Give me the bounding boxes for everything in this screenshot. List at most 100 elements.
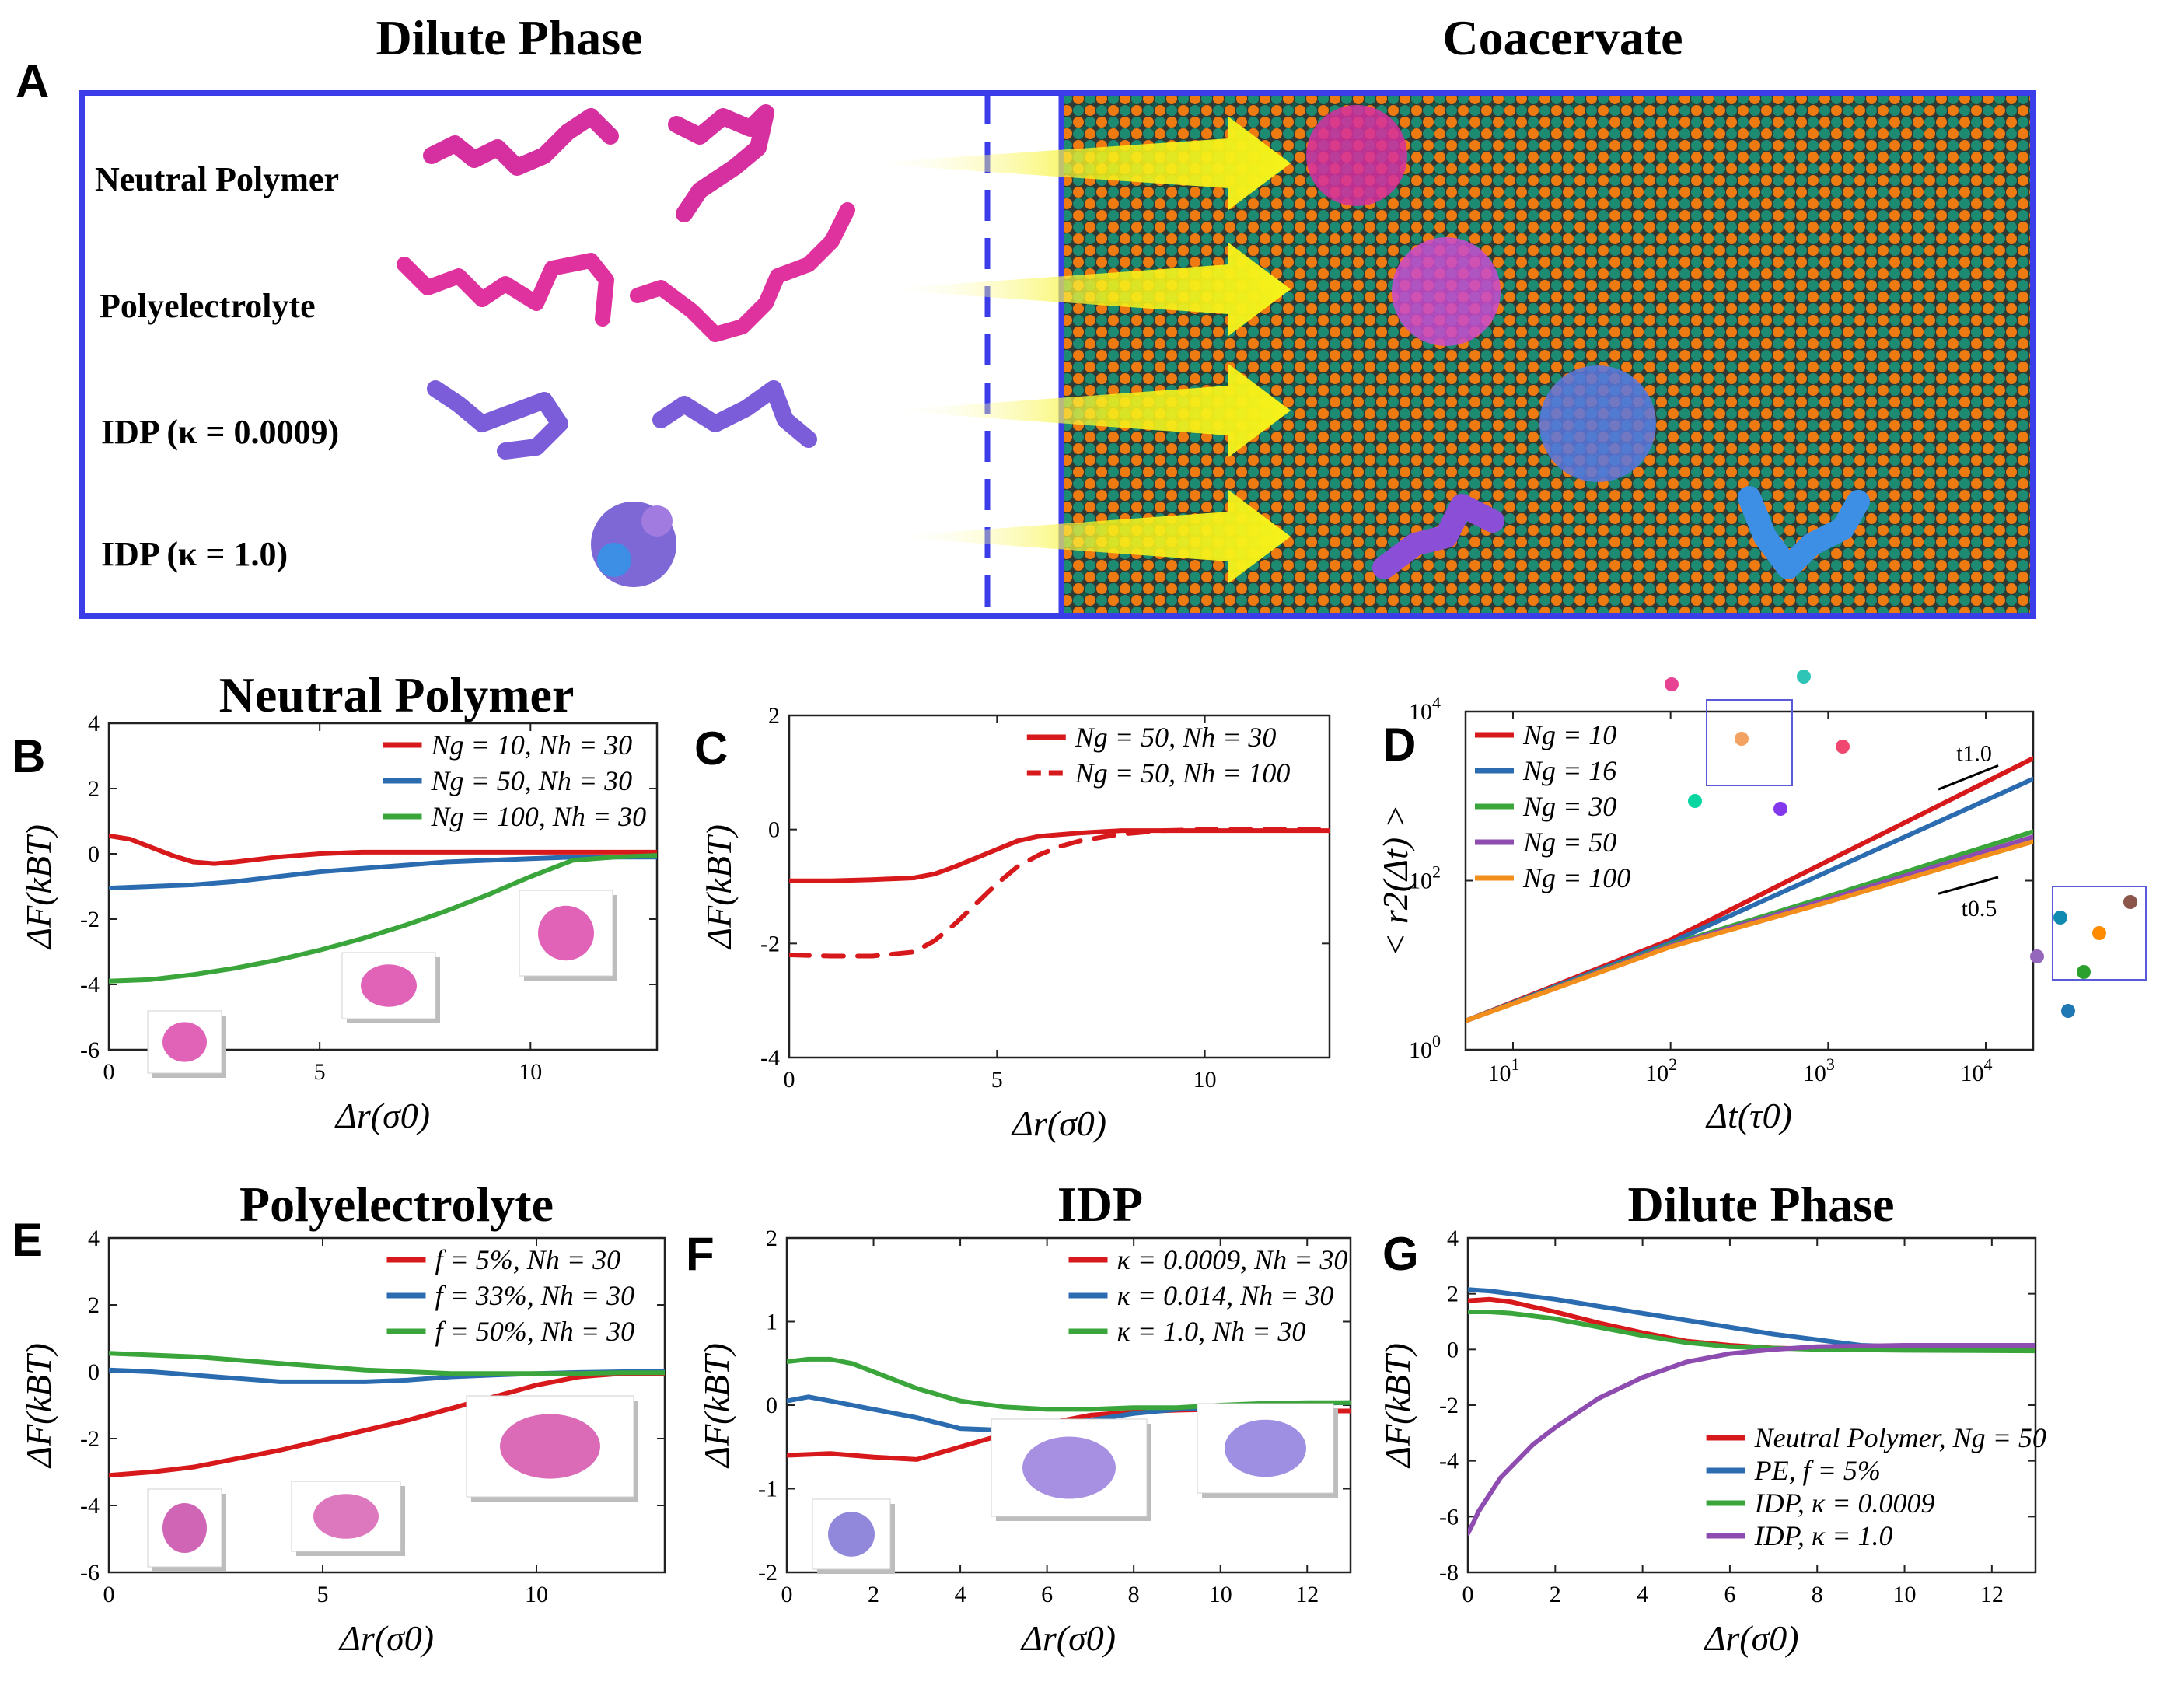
y-tick-label: -1 xyxy=(758,1477,778,1502)
row-label-neutral: Neutral Polymer xyxy=(95,160,339,198)
coacervate-neutral-chain xyxy=(1306,105,1407,206)
row-label-idp-low: IDP (κ = 0.0009) xyxy=(101,413,339,451)
panel-label-d: D xyxy=(1382,719,1416,771)
series-line-g-2 xyxy=(1468,1310,2035,1354)
y-tick-label: -2 xyxy=(80,907,100,932)
y-axis-label: ΔF(kBT) xyxy=(19,1343,58,1469)
inset-polymer xyxy=(500,1414,600,1479)
inset-polymer xyxy=(162,1022,207,1062)
x-axis-label: Δr(σ0) xyxy=(1011,1103,1106,1143)
y-tick-label-exponent: 2 xyxy=(1432,862,1441,882)
y-tick-label-base: 10 xyxy=(1409,1037,1432,1063)
y-tick-label: -6 xyxy=(80,1560,100,1586)
x-tick-label: 101 xyxy=(1488,1054,1520,1086)
y-tick-label: -6 xyxy=(1439,1504,1459,1530)
slope-label-2: t0.5 xyxy=(1962,896,1997,921)
x-tick-label: 0 xyxy=(103,1582,115,1607)
y-tick-label: 2 xyxy=(1447,1282,1459,1307)
legend-label: Ng = 30 xyxy=(1522,791,1616,822)
chain-idp-low-2 xyxy=(652,380,817,448)
coacervate-pe-chain xyxy=(1392,237,1501,346)
panel-label-b: B xyxy=(12,730,45,782)
sim-particle xyxy=(2092,926,2106,940)
legend-label: κ = 0.014, Nh = 30 xyxy=(1117,1280,1334,1311)
x-tick-label: 12 xyxy=(1980,1582,2004,1607)
arrow-idp-low xyxy=(886,364,1291,457)
inset-polymer xyxy=(313,1494,379,1539)
y-tick-label-exponent: 0 xyxy=(1432,1031,1441,1051)
y-tick-label: 0 xyxy=(88,1359,100,1385)
series-group xyxy=(109,1351,665,1478)
x-tick-label: 12 xyxy=(1295,1582,1319,1607)
x-tick-label: 5 xyxy=(991,1067,1003,1093)
slope-line-2 xyxy=(1938,876,1999,895)
dilute-chains xyxy=(397,104,855,587)
x-axis-label: Δr(σ0) xyxy=(1703,1618,1798,1658)
x-axis-label: Δr(σ0) xyxy=(1020,1618,1116,1658)
arrow-idp-high xyxy=(886,490,1291,583)
inset-snapshots xyxy=(147,670,2147,1574)
legend-label: Ng = 10 xyxy=(1522,719,1616,750)
x-tick-label: 104 xyxy=(1960,1054,1992,1086)
legend: Ng = 50, Nh = 30 Ng = 50, Nh = 100 xyxy=(1026,722,1291,789)
coacervate-idp-chain-b xyxy=(1738,486,1870,579)
series-group xyxy=(789,827,1330,959)
x-tick-label: 103 xyxy=(1803,1054,1835,1086)
sim-particle xyxy=(2053,911,2067,925)
y-tick-label: -4 xyxy=(760,1045,780,1071)
panel-label-e: E xyxy=(12,1214,43,1266)
globule-bead xyxy=(597,543,631,577)
y-axis-label: ΔF(kBT) xyxy=(19,824,58,950)
x-tick-label-exponent: 3 xyxy=(1826,1054,1835,1074)
legend: Ng = 10, Nh = 30 Ng = 50, Nh = 30 Ng = 100… xyxy=(383,729,646,832)
x-axis-label: Δr(σ0) xyxy=(338,1618,434,1658)
y-tick-label: -8 xyxy=(1439,1560,1459,1586)
y-axis-label: ΔF(kBT) xyxy=(1378,1343,1417,1469)
legend-label: Ng = 50, Nh = 30 xyxy=(1075,722,1277,753)
x-tick-label: 10 xyxy=(1193,1067,1217,1093)
legend-label: IDP, κ = 0.0009 xyxy=(1754,1488,1935,1519)
y-tick-label: 2 xyxy=(766,1226,778,1251)
series-line-e-2 xyxy=(109,1351,665,1376)
chart-title-b: Neutral Polymer xyxy=(219,667,575,722)
x-tick-label-exponent: 4 xyxy=(1983,1054,1992,1074)
y-axis-label: < r2(Δt) > xyxy=(1375,804,1415,956)
panel-label-a: A xyxy=(16,55,49,107)
series-line-b-2 xyxy=(109,853,657,984)
inset-polymer xyxy=(828,1512,875,1557)
sim-particle xyxy=(1688,794,1702,808)
series-line-d-4 xyxy=(1466,839,2033,1023)
legend-label: κ = 0.0009, Nh = 30 xyxy=(1117,1244,1348,1275)
series-line-f-2 xyxy=(787,1356,1351,1412)
x-tick-label: 4 xyxy=(955,1582,966,1607)
legend-label: κ = 1.0, Nh = 30 xyxy=(1117,1316,1306,1347)
legend-label: Ng = 50 xyxy=(1522,827,1616,858)
y-tick-label: -2 xyxy=(758,1560,778,1586)
y-tick-label-exponent: 4 xyxy=(1432,693,1441,712)
y-tick-label: 0 xyxy=(766,1393,778,1418)
x-tick-label: 10 xyxy=(1209,1582,1232,1607)
legend-label: IDP, κ = 1.0 xyxy=(1754,1520,1893,1551)
legend-label: f = 33%, Nh = 30 xyxy=(435,1280,635,1311)
inset-frame xyxy=(1197,1403,1334,1494)
legend-label: Ng = 50, Nh = 30 xyxy=(431,765,633,796)
series-line-g-3 xyxy=(1468,1343,2035,1536)
x-tick-label: 0 xyxy=(781,1582,793,1607)
series-line-e-0 xyxy=(109,1371,665,1478)
chain-neutral-1 xyxy=(423,108,619,176)
chart-panel-c: C 0 5 10 -4 -2 0 2 Δr(σ0) ΔF(kBT) Ng = 50, Nh = 30… xyxy=(694,703,1331,1143)
x-tick-label: 4 xyxy=(1637,1582,1648,1607)
legend-label: Ng = 50, Nh = 100 xyxy=(1075,757,1291,789)
y-tick-label: 4 xyxy=(1447,1226,1459,1251)
inset-polymer xyxy=(538,905,594,961)
y-axis-label: ΔF(kBT) xyxy=(699,824,739,950)
legend-label: Ng = 16 xyxy=(1522,755,1616,786)
x-tick-label: 10 xyxy=(525,1582,548,1607)
slope-annotation-1: t1.0 xyxy=(1938,741,1999,791)
x-tick-label: 2 xyxy=(1550,1582,1561,1607)
panel-label-g: G xyxy=(1382,1228,1419,1280)
inset-polymer xyxy=(162,1503,207,1553)
chart-title-f: IDP xyxy=(1057,1177,1143,1232)
chart-title-e: Polyelectrolyte xyxy=(239,1177,554,1232)
